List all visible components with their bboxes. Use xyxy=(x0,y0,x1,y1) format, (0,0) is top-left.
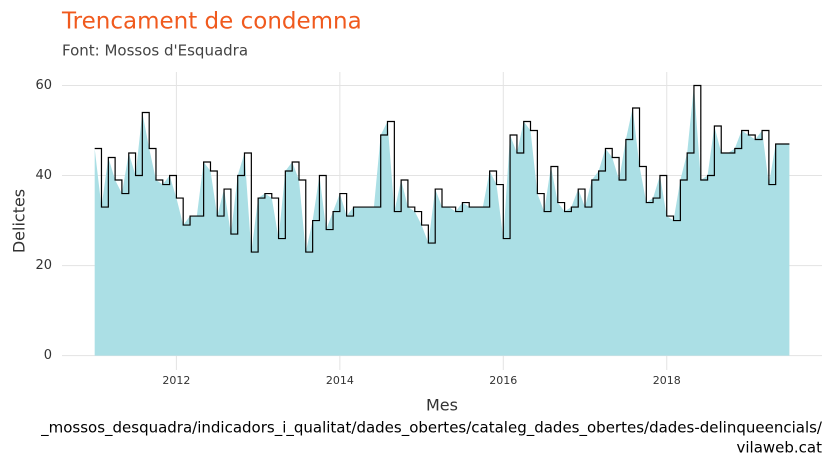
y-tick-label: 0 xyxy=(44,348,52,363)
caption: _mossos_desquadra/indicadors_i_qualitat/… xyxy=(40,419,823,438)
y-tick-label: 40 xyxy=(35,168,52,183)
x-tick-label: 2016 xyxy=(489,374,517,387)
y-axis-title: Delictes xyxy=(10,189,29,253)
x-tick-label: 2014 xyxy=(326,374,354,387)
chart-title: Trencament de condemna xyxy=(61,9,362,35)
y-tick-label: 20 xyxy=(35,258,52,273)
caption: vilaweb.cat xyxy=(736,439,822,457)
x-tick-label: 2012 xyxy=(162,374,190,387)
step-line xyxy=(94,84,790,253)
x-axis-title: Mes xyxy=(426,396,458,415)
area xyxy=(94,85,790,356)
chart-subtitle: Font: Mossos d'Esquadra xyxy=(62,42,248,60)
x-tick-label: 2018 xyxy=(653,374,681,387)
y-tick-label: 60 xyxy=(35,78,52,93)
